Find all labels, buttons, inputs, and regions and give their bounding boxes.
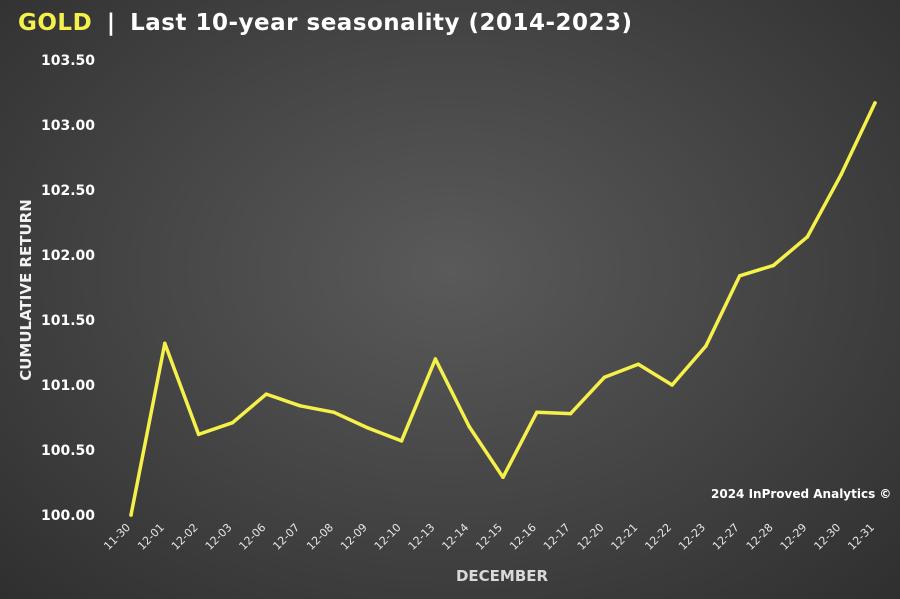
chart-title: GOLD | Last 10-year seasonality (2014-20… — [18, 10, 633, 36]
data-point — [501, 475, 505, 480]
y-tick-label: 100.50 — [41, 443, 95, 459]
title-separator: | — [106, 10, 116, 36]
data-point — [636, 362, 641, 366]
title-brand: GOLD — [18, 10, 93, 36]
data-point — [771, 263, 776, 268]
x-tick-label: 12-06 — [237, 521, 269, 553]
x-tick-label: 12-30 — [812, 521, 844, 553]
x-tick-label: 12-15 — [473, 521, 505, 553]
x-tick-label: 12-31 — [845, 521, 877, 553]
x-tick-label: 12-07 — [270, 521, 302, 553]
x-tick-label: 12-08 — [304, 521, 336, 553]
y-axis-ticks: 100.00 100.50 101.00 101.50 102.00 102.50 103.… — [41, 53, 95, 524]
data-point — [264, 392, 269, 396]
data-point — [602, 375, 607, 379]
data-point — [163, 341, 167, 346]
y-tick-label: 102.50 — [41, 183, 95, 199]
x-tick-label: 12-29 — [778, 521, 810, 553]
data-point — [873, 101, 877, 105]
x-axis-ticks: 11-30 12-01 12-02 12-03 12-06 12-07 12-08 12-09… — [101, 521, 877, 553]
data-point — [399, 439, 404, 443]
x-tick-label: 12-23 — [676, 521, 708, 553]
y-axis-label: CUMULATIVE RETURN — [17, 199, 35, 381]
data-point — [196, 432, 201, 437]
x-tick-label: 12-14 — [440, 521, 472, 553]
x-tick-label: 12-27 — [710, 521, 742, 553]
title-text: Last 10-year seasonality (2014-2023) — [130, 10, 633, 36]
y-tick-label: 101.50 — [41, 313, 95, 329]
data-point — [433, 357, 438, 361]
data-point — [805, 235, 810, 239]
y-tick-label: 103.00 — [41, 118, 95, 134]
x-tick-label: 12-28 — [744, 521, 776, 553]
data-point — [568, 411, 573, 416]
x-tick-label: 12-10 — [372, 521, 404, 553]
x-tick-label: 12-03 — [203, 521, 235, 553]
data-point — [298, 404, 302, 408]
x-tick-label: 12-13 — [406, 521, 438, 553]
x-tick-label: 12-02 — [169, 521, 201, 553]
x-tick-label: 12-20 — [575, 521, 607, 553]
x-tick-label: 12-09 — [338, 521, 370, 553]
data-point — [535, 410, 539, 415]
y-tick-label: 103.50 — [41, 53, 95, 69]
data-point — [332, 410, 336, 415]
x-tick-label: 12-17 — [541, 521, 573, 553]
series-line — [129, 101, 877, 517]
x-tick-label: 12-01 — [135, 521, 167, 553]
x-tick-label: 11-30 — [101, 521, 133, 553]
data-point — [839, 172, 843, 177]
x-axis-label: DECEMBER — [455, 567, 549, 585]
data-point — [467, 424, 471, 429]
x-tick-label: 12-21 — [609, 521, 641, 553]
data-point — [129, 513, 133, 517]
data-point — [670, 383, 674, 387]
y-tick-label: 102.00 — [41, 248, 95, 264]
y-tick-label: 101.00 — [41, 378, 95, 394]
copyright-notice: 2024 InProved Analytics © — [711, 487, 892, 501]
y-tick-label: 100.00 — [41, 508, 95, 524]
data-point — [365, 426, 370, 430]
data-point — [704, 344, 708, 348]
data-point — [230, 420, 235, 425]
x-tick-label: 12-22 — [642, 521, 674, 553]
x-tick-label: 12-16 — [507, 521, 539, 553]
data-point — [737, 274, 742, 278]
series-layer — [129, 101, 877, 517]
